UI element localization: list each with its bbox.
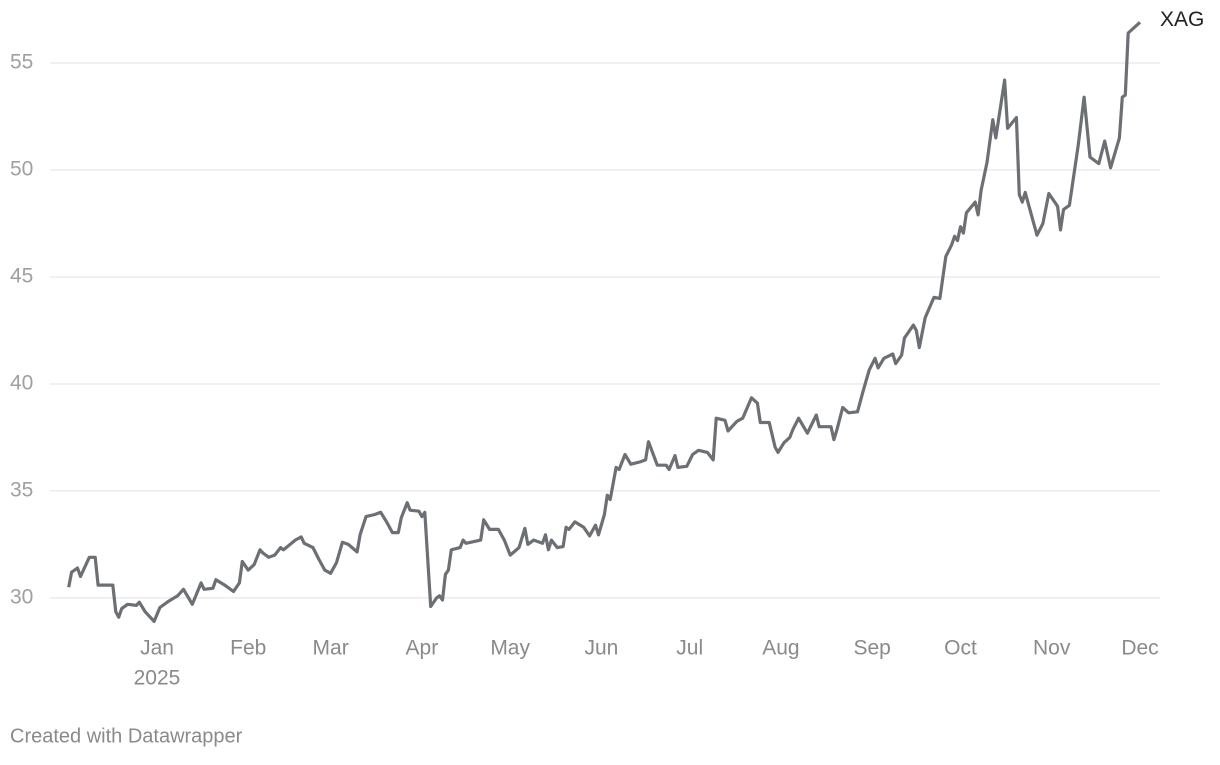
source-note: Created with Datawrapper [10, 725, 243, 747]
y-tick-label: 55 [10, 51, 33, 74]
x-tick-label: Jul [676, 637, 703, 660]
x-tick-year: 2025 [134, 667, 181, 690]
series-line [67, 21, 1142, 623]
x-tick-label: Dec [1121, 637, 1158, 660]
x-tick-label: Apr [406, 637, 439, 660]
y-tick-label: 35 [10, 478, 33, 501]
y-tick-label: 30 [10, 585, 33, 608]
y-tick-label: 45 [10, 265, 33, 288]
y-tick-label: 40 [10, 371, 33, 394]
x-tick-label: May [490, 637, 530, 660]
x-tick-label: Oct [944, 637, 977, 660]
x-tick-label: Aug [762, 637, 799, 660]
x-tick-label: Jun [584, 637, 618, 660]
series-label: XAG [1160, 8, 1204, 31]
x-tick-label: Mar [313, 637, 349, 660]
x-tick-label: Feb [230, 637, 266, 660]
x-tick-label: Sep [853, 637, 890, 660]
y-tick-label: 50 [10, 158, 33, 181]
x-tick-label: Nov [1033, 637, 1071, 660]
x-tick-label: Jan [140, 637, 174, 660]
